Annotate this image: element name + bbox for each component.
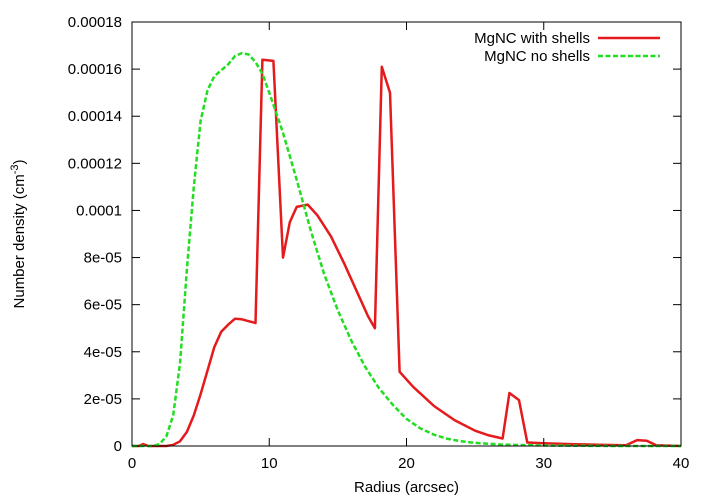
legend-label: MgNC with shells	[474, 30, 590, 47]
y-tick-label: 0.00016	[68, 61, 122, 78]
y-axis-label: Number density (cm-3)	[9, 160, 28, 309]
plot-frame	[131, 21, 682, 447]
y-tick-label: 0.00018	[68, 14, 122, 31]
y-tick-label: 8e-05	[84, 250, 122, 267]
y-tick-label: 0	[114, 438, 122, 455]
y-axis-label-base: Number density (cm	[11, 174, 28, 308]
x-tick-label: 10	[261, 455, 278, 472]
x-tick-label: 0	[128, 455, 136, 472]
y-tick-label: 0.00014	[68, 108, 122, 125]
series-layer	[132, 51, 682, 448]
ticks-layer: 0 10 20 30 40 0 2e-05 4e-05 6e-05 8e-05 0.0001 0.00…	[68, 14, 690, 472]
x-tick-label: 40	[673, 455, 690, 472]
y-tick-label: 2e-05	[84, 391, 122, 408]
y-axis-label-sup: -3	[9, 165, 21, 175]
y-tick-label: 0.00012	[68, 155, 122, 172]
y-tick-label: 6e-05	[84, 297, 122, 314]
series-line-1	[132, 58, 682, 448]
series-line-2	[132, 51, 681, 448]
legend-label: MgNC no shells	[484, 48, 590, 65]
y-tick-label: 4e-05	[84, 344, 122, 361]
x-axis-label: Radius (arcsec)	[354, 479, 459, 496]
x-tick-label: 20	[398, 455, 415, 472]
y-axis-label-end: )	[11, 160, 28, 165]
x-tick-label: 30	[535, 455, 552, 472]
y-tick-label: 0.0001	[76, 202, 122, 219]
